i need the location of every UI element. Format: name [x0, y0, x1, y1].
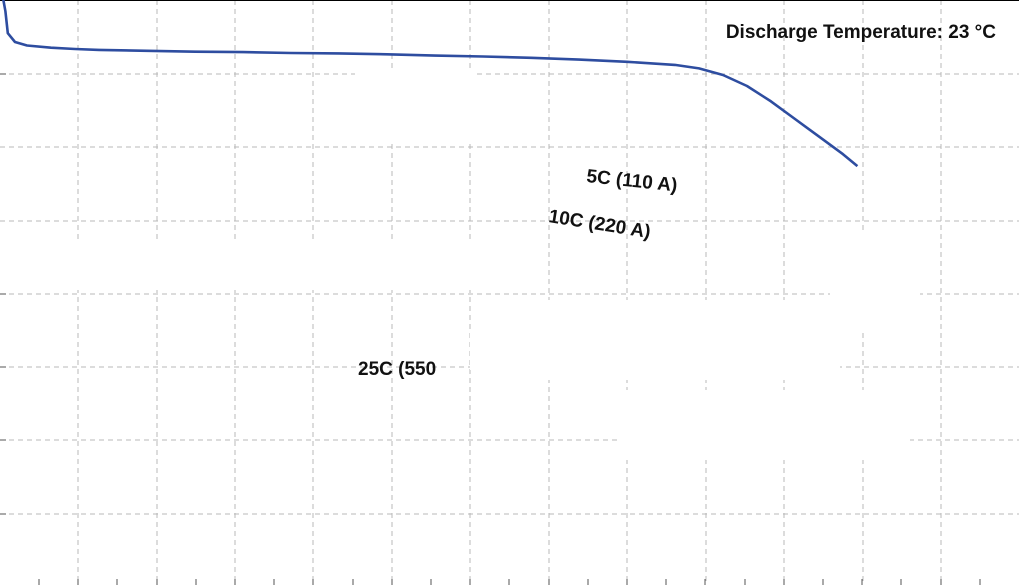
series-label-10c: 10C (220 A) — [547, 206, 652, 243]
label-background — [355, 72, 475, 142]
series-layer — [2, 0, 859, 168]
label-background — [60, 240, 540, 290]
chart-title: Discharge Temperature: 23 °C — [726, 22, 996, 43]
series-label-25c: 25C (550 — [358, 359, 436, 380]
label-background — [470, 330, 640, 370]
series-line-0 — [2, 0, 859, 168]
label-background — [620, 390, 910, 460]
series-label-5c: 5C (110 A) — [585, 166, 678, 196]
label-background — [830, 230, 920, 330]
label-backgrounds — [60, 72, 920, 460]
